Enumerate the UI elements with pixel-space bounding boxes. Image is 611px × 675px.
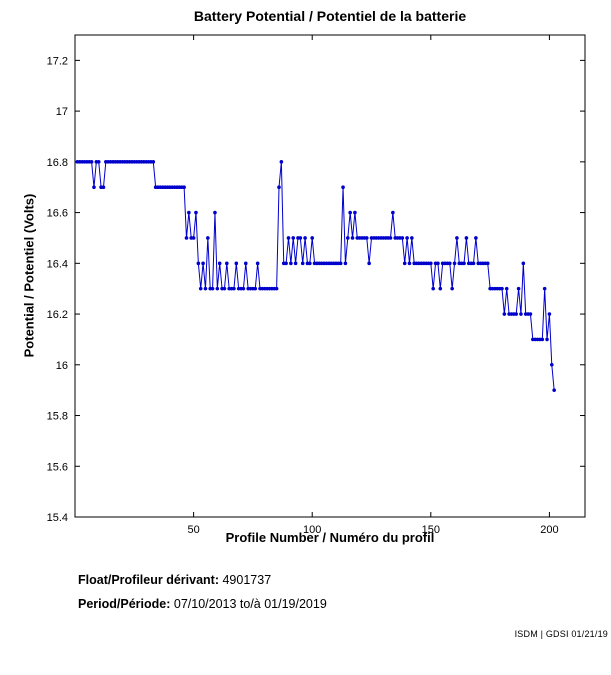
plot-box: [74, 34, 586, 518]
x-tick-label: 50: [187, 524, 199, 536]
y-tick-label: 15.6: [47, 461, 68, 473]
battery-potential-markers: [75, 160, 556, 392]
y-tick-label: 16: [56, 360, 68, 372]
x-tick-label: 150: [422, 524, 440, 536]
y-tick-label: 17.2: [47, 55, 68, 67]
y-tick-label: 16.6: [47, 208, 68, 220]
y-tick-label: 17: [56, 106, 68, 118]
float-label: Float/Profileur dérivant:: [78, 573, 219, 587]
x-tick-label: 100: [303, 524, 321, 536]
x-axis-ticks: 50 100 150 200: [187, 35, 559, 536]
x-axis-label: Profile Number / Numéro du profil: [225, 530, 435, 545]
float-number: 4901737: [222, 573, 272, 587]
period-info-line: Period/Période: 07/10/2013 to/à 01/19/20…: [78, 597, 327, 611]
chart-canvas: 50 100 150 200 15.4 15.6 15.8 16 16.2 16.4 16.6 16.…: [47, 34, 586, 536]
y-tick-label: 16.8: [47, 157, 68, 169]
y-tick-label: 16.4: [47, 258, 68, 270]
chart-title: Battery Potential / Potentiel de la batt…: [193, 8, 467, 24]
y-tick-label: 15.4: [47, 512, 68, 524]
period-label: Period/Période:: [78, 597, 171, 611]
x-tick-label: 200: [540, 524, 558, 536]
period-value: 07/10/2013 to/à 01/19/2019: [173, 597, 327, 611]
y-axis-label: Potential / Potentiel (Volts): [21, 193, 37, 358]
y-tick-label: 16.2: [47, 309, 68, 321]
y-axis-ticks: 15.4 15.6 15.8 16 16.2 16.4 16.6 16.8 17 17.2: [47, 55, 585, 524]
y-tick-label: 15.8: [47, 411, 68, 423]
credit-text: ISDM | GDSI 01/21/19: [514, 629, 608, 639]
float-info-line: Float/Profileur dérivant: 4901737: [78, 573, 271, 587]
battery-potential-line: [77, 161, 555, 391]
